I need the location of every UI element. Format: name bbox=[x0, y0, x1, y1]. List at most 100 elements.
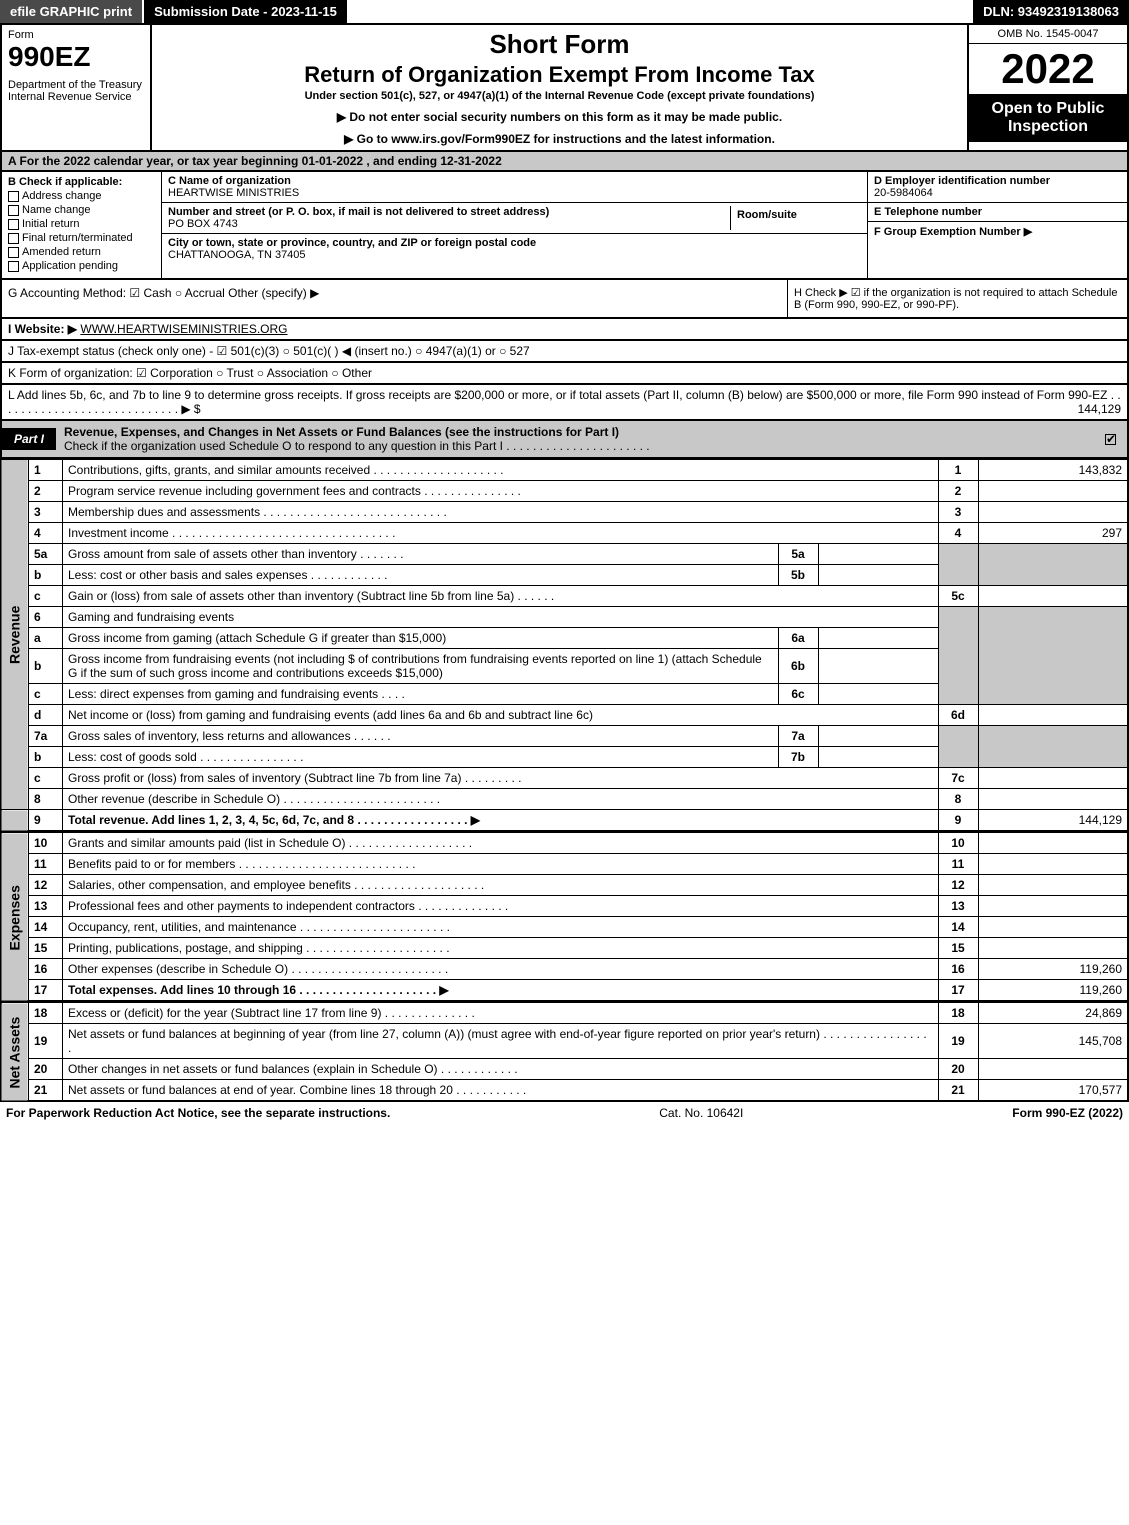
header-left: Form 990EZ Department of the Treasury In… bbox=[2, 25, 152, 150]
opt-final-return[interactable]: Final return/terminated bbox=[8, 232, 155, 244]
opt-initial-return[interactable]: Initial return bbox=[8, 218, 155, 230]
row-l-text: L Add lines 5b, 6c, and 7b to line 9 to … bbox=[8, 388, 1121, 416]
ln-19-desc: Net assets or fund balances at beginning… bbox=[63, 1024, 939, 1059]
ln-17-num: 17 bbox=[29, 980, 63, 1002]
omb-number: OMB No. 1545-0047 bbox=[969, 25, 1127, 44]
ln-18-rn: 18 bbox=[938, 1003, 978, 1024]
ln-16-num: 16 bbox=[29, 959, 63, 980]
website-link[interactable]: WWW.HEARTWISEMINISTRIES.ORG bbox=[80, 322, 287, 336]
header-middle: Short Form Return of Organization Exempt… bbox=[152, 25, 967, 150]
opt-application-pending[interactable]: Application pending bbox=[8, 260, 155, 272]
ln-7c-num: c bbox=[29, 768, 63, 789]
ln-4-rn: 4 bbox=[938, 523, 978, 544]
ln-21-num: 21 bbox=[29, 1080, 63, 1102]
ln-8-num: 8 bbox=[29, 789, 63, 810]
ln-5a-desc: Gross amount from sale of assets other t… bbox=[63, 544, 779, 565]
ln-13-num: 13 bbox=[29, 896, 63, 917]
group-exemption-label: F Group Exemption Number ▶ bbox=[874, 226, 1032, 238]
phone-label: E Telephone number bbox=[874, 206, 982, 218]
footer-cat: Cat. No. 10642I bbox=[390, 1106, 1012, 1120]
footer-form: Form 990-EZ (2022) bbox=[1012, 1106, 1123, 1120]
ln-6b-iv bbox=[818, 649, 938, 684]
side-expenses: Expenses bbox=[1, 833, 29, 1002]
ln-7a-ib: 7a bbox=[778, 726, 818, 747]
ln-19-rv: 145,708 bbox=[978, 1024, 1128, 1059]
ln-20-rv bbox=[978, 1059, 1128, 1080]
opt-amended-return[interactable]: Amended return bbox=[8, 246, 155, 258]
ln-3-num: 3 bbox=[29, 502, 63, 523]
ln-6c-ib: 6c bbox=[778, 684, 818, 705]
ln-2-desc: Program service revenue including govern… bbox=[63, 481, 939, 502]
website-label: I Website: ▶ bbox=[8, 322, 77, 336]
dln-badge: DLN: 93492319138063 bbox=[973, 0, 1129, 23]
ein-label: D Employer identification number bbox=[874, 175, 1050, 187]
ln-6b-desc: Gross income from fundraising events (no… bbox=[63, 649, 779, 684]
part-1-title: Revenue, Expenses, and Changes in Net As… bbox=[56, 421, 1105, 457]
ln-7c-rv bbox=[978, 768, 1128, 789]
ln-7a-iv bbox=[818, 726, 938, 747]
ln-6c-iv bbox=[818, 684, 938, 705]
row-k-org-form: K Form of organization: ☑ Corporation ○ … bbox=[0, 363, 1129, 385]
row-g-h: G Accounting Method: ☑ Cash ○ Accrual Ot… bbox=[0, 280, 1129, 319]
ln-4-rv: 297 bbox=[978, 523, 1128, 544]
ln-6c-num: c bbox=[29, 684, 63, 705]
row-i-website: I Website: ▶ WWW.HEARTWISEMINISTRIES.ORG bbox=[0, 319, 1129, 341]
short-form-title: Short Form bbox=[160, 29, 959, 60]
ln-7c-rn: 7c bbox=[938, 768, 978, 789]
row-j-exempt-status: J Tax-exempt status (check only one) - ☑… bbox=[0, 341, 1129, 363]
ln-20-rn: 20 bbox=[938, 1059, 978, 1080]
ln-5a-ib: 5a bbox=[778, 544, 818, 565]
ln-7b-desc: Less: cost of goods sold . . . . . . . .… bbox=[63, 747, 779, 768]
org-name: HEARTWISE MINISTRIES bbox=[168, 187, 299, 199]
ln-17-rv: 119,260 bbox=[978, 980, 1128, 1002]
ln-20-desc: Other changes in net assets or fund bala… bbox=[63, 1059, 939, 1080]
ln-14-rn: 14 bbox=[938, 917, 978, 938]
ln-6a-num: a bbox=[29, 628, 63, 649]
ln-10-rv bbox=[978, 833, 1128, 854]
ln-1-rv: 143,832 bbox=[978, 460, 1128, 481]
row-l-amount: 144,129 bbox=[1078, 402, 1121, 416]
ln-12-num: 12 bbox=[29, 875, 63, 896]
ln-4-num: 4 bbox=[29, 523, 63, 544]
ln-7ab-shade bbox=[938, 726, 978, 768]
revenue-table: Revenue 1 Contributions, gifts, grants, … bbox=[0, 459, 1129, 832]
form-instruction-2: ▶ Go to www.irs.gov/Form990EZ for instru… bbox=[160, 132, 959, 146]
ln-6d-rn: 6d bbox=[938, 705, 978, 726]
part-1-header: Part I Revenue, Expenses, and Changes in… bbox=[0, 421, 1129, 459]
ln-12-rn: 12 bbox=[938, 875, 978, 896]
org-address: PO BOX 4743 bbox=[168, 218, 238, 230]
opt-address-change[interactable]: Address change bbox=[8, 190, 155, 202]
box-b-label: B Check if applicable: bbox=[8, 176, 155, 188]
ln-7c-desc: Gross profit or (loss) from sales of inv… bbox=[63, 768, 939, 789]
city-label: City or town, state or province, country… bbox=[168, 237, 536, 249]
part-1-checkbox[interactable] bbox=[1105, 432, 1127, 446]
ln-5b-iv bbox=[818, 565, 938, 586]
part-1-sub: Check if the organization used Schedule … bbox=[64, 439, 650, 453]
ln-15-rv bbox=[978, 938, 1128, 959]
ein-value: 20-5984064 bbox=[874, 187, 933, 199]
irs-link[interactable]: ▶ Go to www.irs.gov/Form990EZ for instru… bbox=[344, 132, 775, 146]
ln-11-num: 11 bbox=[29, 854, 63, 875]
ln-5c-rn: 5c bbox=[938, 586, 978, 607]
ln-6a-iv bbox=[818, 628, 938, 649]
box-c: C Name of organization HEARTWISE MINISTR… bbox=[162, 172, 867, 278]
ln-14-desc: Occupancy, rent, utilities, and maintena… bbox=[63, 917, 939, 938]
side-net-assets: Net Assets bbox=[1, 1003, 29, 1102]
ln-15-rn: 15 bbox=[938, 938, 978, 959]
ln-8-rv bbox=[978, 789, 1128, 810]
ln-2-rv bbox=[978, 481, 1128, 502]
ln-2-num: 2 bbox=[29, 481, 63, 502]
ln-9-desc: Total revenue. Add lines 1, 2, 3, 4, 5c,… bbox=[63, 810, 939, 832]
efile-button[interactable]: efile GRAPHIC print bbox=[0, 0, 142, 23]
opt-name-change[interactable]: Name change bbox=[8, 204, 155, 216]
expenses-table: Expenses 10 Grants and similar amounts p… bbox=[0, 832, 1129, 1002]
ln-5a-iv bbox=[818, 544, 938, 565]
ln-19-num: 19 bbox=[29, 1024, 63, 1059]
ln-21-desc: Net assets or fund balances at end of ye… bbox=[63, 1080, 939, 1102]
form-label: Form bbox=[8, 29, 144, 41]
ln-1-num: 1 bbox=[29, 460, 63, 481]
side-revenue: Revenue bbox=[1, 460, 29, 810]
ln-10-num: 10 bbox=[29, 833, 63, 854]
ln-5b-desc: Less: cost or other basis and sales expe… bbox=[63, 565, 779, 586]
ln-11-rn: 11 bbox=[938, 854, 978, 875]
